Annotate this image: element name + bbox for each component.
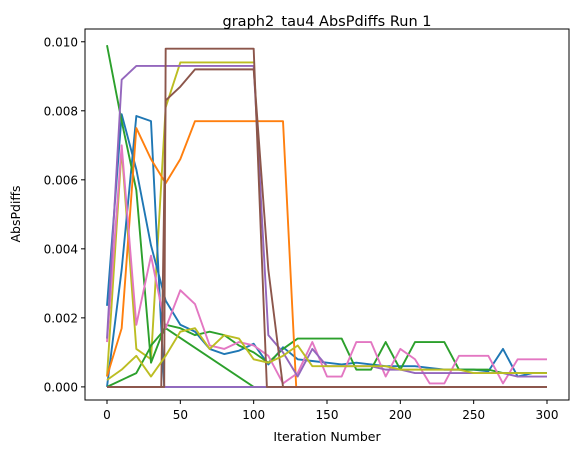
- x-tick-label: 200: [389, 408, 412, 422]
- chart-title: graph2_tau4 AbsPdiffs Run 1: [223, 14, 432, 30]
- series-line-8: [106, 64, 547, 378]
- y-axis-label: AbsPdiffs: [8, 185, 23, 242]
- series-line-5: [106, 327, 547, 388]
- y-tick-label: 0.008: [44, 104, 78, 118]
- x-tick-label: 0: [103, 408, 111, 422]
- y-axis: 0.000 0.002 0.004 0.006 0.008 0.010: [44, 35, 85, 394]
- x-tick-label: 100: [242, 408, 265, 422]
- series-line-11: [107, 47, 547, 388]
- y-tick-label: 0.006: [44, 173, 78, 187]
- x-tick-label: 300: [536, 408, 559, 422]
- series-line-1: [106, 61, 254, 377]
- y-tick-label: 0.000: [44, 380, 78, 394]
- series-line-12: [106, 327, 547, 381]
- series-line-2: [106, 113, 547, 378]
- x-axis-label: Iteration Number: [273, 429, 381, 444]
- y-tick-label: 0.010: [44, 35, 78, 49]
- y-tick-label: 0.004: [44, 242, 78, 256]
- series-line-6: [106, 120, 547, 388]
- x-tick-label: 50: [173, 408, 188, 422]
- x-tick-label: 150: [316, 408, 339, 422]
- x-tick-label: 250: [462, 408, 485, 422]
- series-line-3: [106, 115, 547, 388]
- series-line-7: [106, 144, 547, 385]
- series-group: [106, 45, 547, 388]
- series-line-4: [106, 45, 547, 375]
- y-tick-label: 0.002: [44, 311, 78, 325]
- x-axis: 0 50 100 150 200 250 300: [103, 400, 558, 422]
